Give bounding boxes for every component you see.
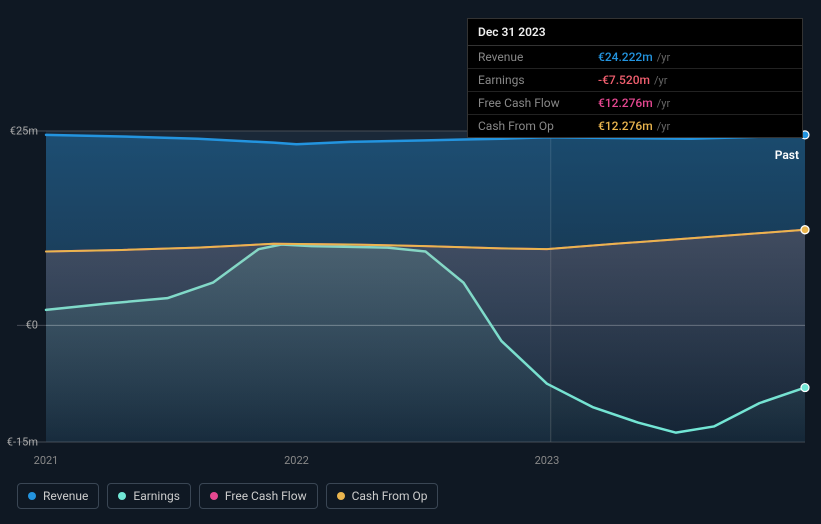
xaxis-tick-label: 2023	[535, 454, 560, 467]
tooltip-row-label: Revenue	[478, 50, 598, 64]
past-label: Past	[775, 148, 799, 162]
tooltip-date: Dec 31 2023	[468, 19, 802, 46]
tooltip-row-value: €12.276m	[598, 96, 653, 110]
tooltip-row-value: €24.222m	[598, 50, 653, 64]
legend-dot-icon	[28, 492, 36, 500]
tooltip-row: Cash From Op €12.276m /yr	[468, 115, 802, 137]
yaxis-tick-label: €25m	[10, 125, 38, 138]
tooltip-row-unit: /yr	[657, 97, 670, 110]
tooltip-row: Earnings -€7.520m /yr	[468, 69, 802, 92]
legend-dot-icon	[337, 492, 345, 500]
chart-legend: Revenue Earnings Free Cash Flow Cash Fro…	[17, 483, 438, 509]
tooltip-row: Free Cash Flow €12.276m /yr	[468, 92, 802, 115]
tooltip-row-unit: /yr	[654, 74, 667, 87]
legend-item-fcf[interactable]: Free Cash Flow	[199, 483, 318, 509]
legend-item-earnings[interactable]: Earnings	[107, 483, 191, 509]
tooltip-row-label: Free Cash Flow	[478, 96, 598, 110]
tooltip-row: Revenue €24.222m /yr	[468, 46, 802, 69]
legend-item-label: Free Cash Flow	[225, 489, 307, 503]
legend-item-cfo[interactable]: Cash From Op	[326, 483, 439, 509]
legend-dot-icon	[210, 492, 218, 500]
xaxis-tick-label: 2022	[284, 454, 309, 467]
legend-item-revenue[interactable]: Revenue	[17, 483, 99, 509]
legend-item-label: Earnings	[133, 489, 180, 503]
legend-item-label: Revenue	[43, 489, 88, 503]
yaxis-tick-label: €-15m	[7, 436, 38, 449]
legend-item-label: Cash From Op	[352, 489, 428, 503]
tooltip-row-value: -€7.520m	[598, 73, 650, 87]
tooltip-row-label: Earnings	[478, 73, 598, 87]
yaxis-tick-label: €0	[26, 319, 38, 332]
tooltip-row-unit: /yr	[657, 120, 670, 133]
tooltip-row-unit: /yr	[657, 51, 670, 64]
tooltip-row-value: €12.276m	[598, 119, 653, 133]
chart-tooltip: Dec 31 2023 Revenue €24.222m /yr Earning…	[467, 18, 803, 138]
xaxis-tick-label: 2021	[34, 454, 59, 467]
legend-dot-icon	[118, 492, 126, 500]
tooltip-row-label: Cash From Op	[478, 119, 598, 133]
